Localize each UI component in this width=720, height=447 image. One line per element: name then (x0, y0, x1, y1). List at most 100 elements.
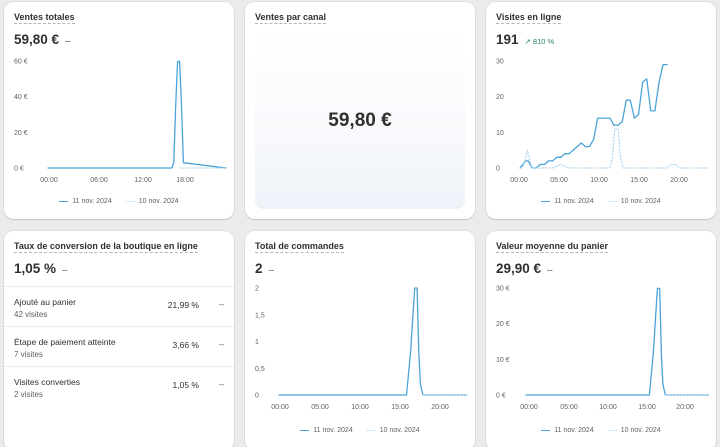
conversion-row-label: Visites converties (14, 377, 80, 387)
card-title[interactable]: Valeur moyenne du panier (496, 241, 609, 253)
y-tick-label: 10 € (496, 357, 510, 364)
trend-value: 810 % (532, 37, 555, 46)
conversion-row-label: Étape de paiement atteinte (14, 337, 116, 347)
y-tick-label: 0,5 (255, 366, 265, 373)
chart-legend: 11 nov. 2024 10 nov. 2024 (245, 427, 475, 434)
card-visites: Visites en ligne 191 ↗ 810 % 30 20 10 0 00:0… (486, 2, 716, 219)
y-tick-label: 2 (255, 286, 259, 293)
series-line-current (278, 287, 468, 396)
chart-legend: 11 nov. 2024 10 nov. 2024 (486, 198, 716, 205)
conversion-row-sub: 2 visites (14, 390, 43, 399)
card-conversion: Taux de conversion de la boutique en lig… (4, 231, 234, 447)
legend-item-previous[interactable]: 10 nov. 2024 (607, 198, 661, 205)
x-tick-label: 20:00 (431, 404, 449, 411)
series-line-previous (519, 128, 709, 169)
metric-change: – (547, 265, 553, 276)
metric-value: 2 (255, 261, 263, 276)
series-line-current (47, 60, 227, 169)
y-tick-label: 10 (496, 130, 504, 137)
x-tick-label: 10:00 (599, 404, 617, 411)
chart-commandes: 2 1,5 1 0,5 0 00:00 05:00 10:00 15:00 20:00 (255, 286, 468, 411)
channel-box: 59,80 € (255, 32, 465, 209)
x-tick-label: 05:00 (560, 404, 578, 411)
x-tick-label: 12:00 (134, 177, 152, 184)
legend-label: 10 nov. 2024 (620, 198, 661, 205)
card-title[interactable]: Visites en ligne (496, 12, 562, 24)
x-tick-label: 10:00 (590, 177, 608, 184)
card-panier: Valeur moyenne du panier 29,90 € – 30 € 2… (486, 231, 716, 447)
conversion-row-pct: 1,05 % (172, 380, 199, 390)
card-title[interactable]: Taux de conversion de la boutique en lig… (14, 241, 198, 253)
x-tick-label: 10:00 (351, 404, 369, 411)
legend-item-previous[interactable]: 10 nov. 2024 (607, 427, 661, 434)
conversion-row-change: – (218, 339, 224, 349)
card-title[interactable]: Total de commandes (255, 241, 344, 253)
channel-value: 59,80 € (328, 109, 392, 131)
metric-value: 59,80 € (14, 32, 60, 47)
legend-item-previous[interactable]: 10 nov. 2024 (125, 198, 179, 205)
trend-badge: ↗ 810 % (525, 37, 555, 46)
card-ventes-canal: Ventes par canal 59,80 € (245, 2, 475, 219)
x-tick-label: 18:00 (176, 177, 194, 184)
y-tick-label: 60 € (14, 59, 28, 66)
legend-item-current[interactable]: 11 nov. 2024 (541, 198, 594, 205)
legend-label: 11 nov. 2024 (313, 427, 353, 434)
x-tick-label: 05:00 (311, 404, 329, 411)
y-tick-label: 0 (496, 166, 500, 173)
y-tick-label: 40 € (14, 94, 28, 101)
x-tick-label: 00:00 (40, 177, 58, 184)
metric-value: 1,05 % (14, 261, 57, 276)
conversion-row-change: – (218, 299, 224, 309)
series-line-current (519, 63, 668, 169)
chart-visites: 30 20 10 0 00:00 05:00 10:00 15:00 20:00 (496, 59, 709, 184)
card-title[interactable]: Ventes totales (14, 12, 75, 24)
conversion-row-label: Ajouté au panier (14, 297, 76, 307)
legend-label: 11 nov. 2024 (554, 198, 594, 205)
x-tick-label: 15:00 (391, 404, 409, 411)
conversion-row-pct: 3,66 % (172, 340, 199, 350)
card-commandes: Total de commandes 2 – 2 1,5 1 0,5 0 00:00 05:… (245, 231, 475, 447)
chart-panier: 30 € 20 € 10 € 0 € 00:00 05:00 10:00 15:00 20:00 (496, 286, 709, 411)
metric-change: – (62, 265, 68, 276)
conversion-row-sub: 7 visites (14, 350, 43, 359)
y-tick-label: 20 (496, 94, 504, 101)
metric-value: 191 (496, 32, 519, 47)
legend-item-current[interactable]: 11 nov. 2024 (59, 198, 112, 205)
x-tick-label: 20:00 (676, 404, 694, 411)
conversion-row-sub: 42 visites (14, 310, 48, 319)
legend-swatch (366, 430, 376, 431)
legend-swatch (59, 201, 69, 202)
y-tick-label: 30 (496, 59, 504, 66)
legend-swatch (607, 201, 617, 202)
x-tick-label: 15:00 (630, 177, 648, 184)
card-ventes-totales: Ventes totales 59,80 € – 60 € 40 € 20 € 0 €… (4, 2, 234, 219)
x-tick-label: 05:00 (550, 177, 568, 184)
legend-item-current[interactable]: 11 nov. 2024 (541, 427, 594, 434)
y-tick-label: 0 (255, 393, 259, 400)
y-tick-label: 20 € (496, 321, 510, 328)
arrow-up-right-icon: ↗ (524, 37, 531, 46)
legend-swatch (541, 430, 551, 431)
legend-item-current[interactable]: 11 nov. 2024 (300, 427, 353, 434)
metric: 1,05 % – (14, 261, 68, 276)
y-tick-label: 20 € (14, 130, 28, 137)
legend-swatch (607, 430, 617, 431)
legend-swatch (125, 201, 135, 202)
legend-label: 10 nov. 2024 (379, 427, 420, 434)
x-tick-label: 00:00 (520, 404, 538, 411)
conversion-row-change: – (218, 379, 224, 389)
y-tick-label: 1 (255, 339, 259, 346)
x-tick-label: 06:00 (90, 177, 108, 184)
y-tick-label: 30 € (496, 286, 510, 293)
chart-legend: 11 nov. 2024 10 nov. 2024 (486, 427, 716, 434)
legend-label: 10 nov. 2024 (620, 427, 661, 434)
metric: 2 – (255, 261, 274, 276)
metric-change: – (65, 36, 71, 47)
x-tick-label: 00:00 (271, 404, 289, 411)
legend-label: 11 nov. 2024 (72, 198, 112, 205)
legend-item-previous[interactable]: 10 nov. 2024 (366, 427, 420, 434)
card-title[interactable]: Ventes par canal (255, 12, 327, 24)
y-tick-label: 0 € (14, 166, 24, 173)
metric: 29,90 € – (496, 261, 553, 276)
chart-legend: 11 nov. 2024 10 nov. 2024 (4, 198, 234, 205)
